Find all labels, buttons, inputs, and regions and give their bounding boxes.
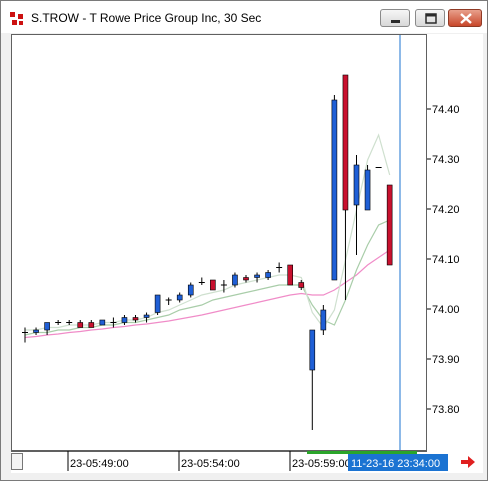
candle bbox=[309, 329, 316, 430]
candle bbox=[22, 327, 28, 343]
window-title: S.TROW - T Rowe Price Group Inc, 30 Sec bbox=[31, 11, 262, 25]
candle bbox=[66, 320, 73, 325]
scroll-left-box[interactable] bbox=[11, 453, 23, 470]
price-tick-label: 74.00 bbox=[432, 304, 460, 316]
minimize-icon bbox=[391, 20, 400, 23]
candle-body-up bbox=[353, 164, 360, 206]
title-bar[interactable]: S.TROW - T Rowe Price Group Inc, 30 Sec bbox=[1, 1, 487, 33]
close-button[interactable] bbox=[448, 9, 482, 27]
close-icon bbox=[460, 13, 472, 24]
candle bbox=[254, 272, 260, 283]
crosshair-time-box bbox=[348, 454, 448, 471]
candle-body-up bbox=[265, 272, 271, 278]
candle-body-up bbox=[254, 274, 260, 278]
candle-body-down bbox=[342, 74, 349, 211]
candle bbox=[353, 155, 360, 255]
candle-body-down bbox=[386, 184, 393, 266]
candle bbox=[77, 320, 84, 328]
candle-body-up bbox=[232, 274, 238, 286]
candle-body-up bbox=[143, 314, 150, 318]
candle bbox=[386, 184, 393, 266]
candle bbox=[143, 312, 150, 323]
candle-body-up bbox=[309, 329, 316, 371]
candle bbox=[165, 297, 172, 305]
ma-slow-line bbox=[24, 249, 391, 339]
candle bbox=[55, 320, 62, 325]
candle bbox=[33, 327, 39, 335]
candle-body-up bbox=[331, 99, 338, 281]
time-tick-label: 23-05:49:00 bbox=[70, 458, 129, 470]
maximize-icon bbox=[425, 13, 437, 24]
candle-body-up bbox=[121, 317, 128, 323]
price-tick-label: 74.20 bbox=[432, 204, 460, 216]
candle bbox=[364, 165, 371, 211]
volume-strip bbox=[307, 451, 417, 454]
candle-body-down bbox=[88, 322, 95, 328]
ma-mid-line bbox=[24, 219, 390, 336]
candle bbox=[198, 277, 205, 285]
candle bbox=[187, 282, 194, 298]
candle-body-down bbox=[210, 279, 216, 291]
candle bbox=[276, 262, 283, 273]
candle bbox=[220, 280, 227, 293]
candle bbox=[210, 279, 216, 291]
minimize-button[interactable] bbox=[380, 9, 410, 27]
candle-body-up bbox=[320, 309, 327, 331]
maximize-button[interactable] bbox=[415, 9, 445, 27]
candle bbox=[342, 74, 349, 300]
ma-fast-line bbox=[25, 133, 391, 331]
candle bbox=[99, 319, 106, 326]
candle-body-up bbox=[44, 322, 50, 331]
candle bbox=[298, 280, 305, 290]
candle bbox=[88, 320, 95, 328]
candle-body-up bbox=[364, 169, 371, 211]
candle bbox=[121, 315, 128, 325]
candle bbox=[331, 95, 338, 281]
candle bbox=[176, 292, 183, 303]
candlestick-plot[interactable] bbox=[12, 35, 426, 450]
candle bbox=[154, 294, 161, 315]
price-tick-label: 74.10 bbox=[432, 254, 460, 266]
candle bbox=[265, 270, 271, 280]
candle bbox=[232, 272, 238, 288]
candle-body-down bbox=[287, 264, 294, 286]
candle bbox=[44, 322, 50, 335]
chart-plot-area[interactable] bbox=[11, 34, 427, 451]
time-axis-labels: 23-05:49:00 23-05:54:00 23-05:59:00 11-23-1… bbox=[11, 451, 448, 471]
price-tick-label: 73.80 bbox=[432, 404, 460, 416]
candle bbox=[110, 317, 117, 328]
candle-body-down bbox=[132, 317, 139, 321]
crosshair-time-label: 11-23-16 23:34:00 bbox=[351, 458, 440, 470]
candle-body-down bbox=[298, 282, 305, 288]
price-tick-label: 74.30 bbox=[432, 154, 460, 166]
candle-body-up bbox=[176, 294, 183, 301]
time-tick-label: 23-05:59:00 bbox=[292, 458, 351, 470]
chart-app-icon bbox=[10, 12, 23, 25]
candle bbox=[287, 264, 294, 286]
time-tick-label: 23-05:54:00 bbox=[181, 458, 240, 470]
scroll-right-arrow-icon[interactable] bbox=[460, 455, 476, 469]
time-axis[interactable]: 23-05:49:00 23-05:54:00 23-05:59:00 11-23-1… bbox=[11, 451, 483, 473]
candle bbox=[243, 275, 249, 283]
candle bbox=[320, 305, 327, 335]
candle-body-down bbox=[77, 322, 84, 328]
candle-body-up bbox=[33, 329, 39, 333]
candle bbox=[132, 315, 139, 323]
candle-body-up bbox=[99, 319, 106, 326]
price-tick-label: 74.40 bbox=[432, 104, 460, 116]
price-axis[interactable]: 74.40 74.30 74.20 74.10 74.00 73.90 73.80 bbox=[427, 34, 483, 451]
candle-body-up bbox=[154, 294, 161, 313]
candle-body-up bbox=[187, 284, 194, 296]
candle-body-down bbox=[243, 277, 249, 281]
price-tick-label: 73.90 bbox=[432, 354, 460, 366]
price-axis-labels: 74.40 74.30 74.20 74.10 74.00 73.90 73.80 bbox=[427, 104, 460, 416]
